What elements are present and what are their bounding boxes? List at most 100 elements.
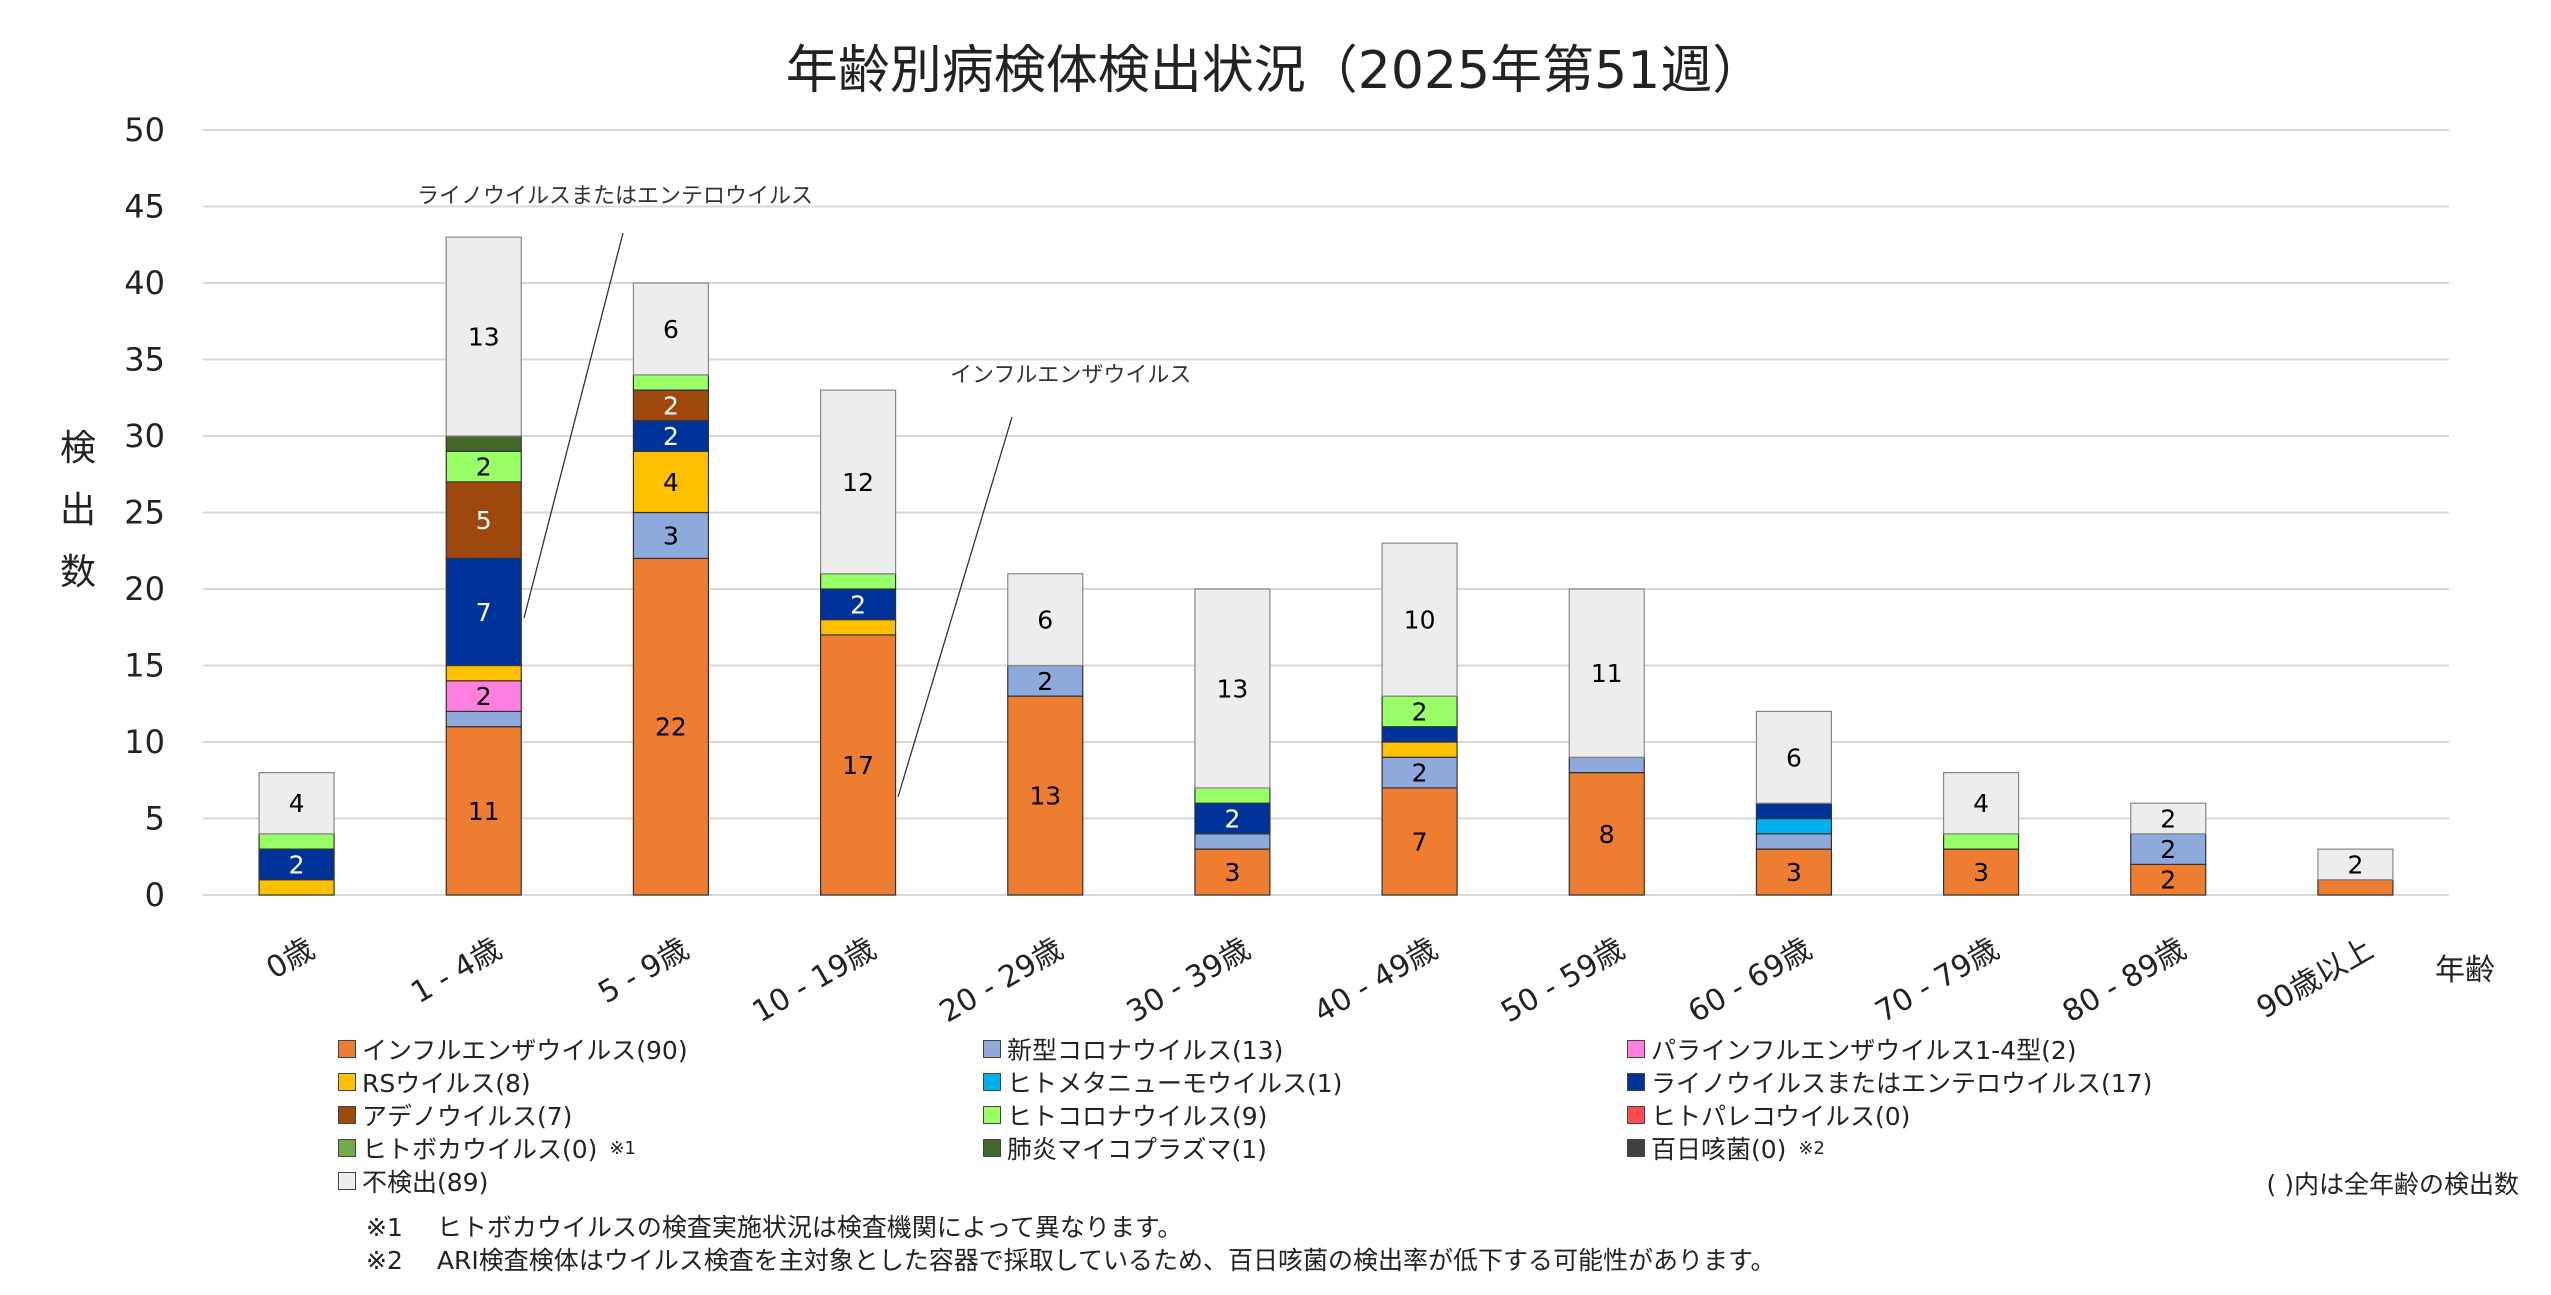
data-label: 2 bbox=[2160, 866, 2176, 895]
data-label: 10 bbox=[1404, 606, 1436, 635]
x-tick-label: 30 - 39歳 bbox=[1121, 932, 1256, 1030]
y-tick-label: 15 bbox=[124, 647, 165, 685]
legend-swatch bbox=[338, 1172, 356, 1190]
y-tick-label: 50 bbox=[124, 111, 165, 149]
bar-segment bbox=[632, 557, 710, 896]
x-tick-label: 70 - 79歳 bbox=[1870, 932, 2005, 1030]
bar-segment bbox=[819, 389, 897, 575]
x-tick-label: 5 - 9歳 bbox=[592, 932, 694, 1011]
bar-segment bbox=[258, 771, 335, 835]
data-label: 11 bbox=[468, 797, 500, 826]
footnote: ※1 ヒトボカウイルスの検査実施状況は検査機関によって異なります。 bbox=[366, 1208, 1182, 1244]
y-tick-label: 20 bbox=[124, 570, 165, 608]
bar-segment bbox=[445, 450, 522, 483]
bar-segment bbox=[445, 435, 522, 452]
footnote: ※2 ARI検査検体はウイルス検査を主対象とした容器で採取しているため、百日咳菌の… bbox=[366, 1241, 1775, 1277]
footnote-text: ARI検査検体はウイルス検査を主対象とした容器で採取しているため、百日咳菌の検出… bbox=[436, 1246, 1776, 1275]
x-tick-label: 50 - 59歳 bbox=[1495, 932, 1630, 1030]
data-label: 13 bbox=[468, 323, 500, 352]
y-axis-label-char: 数 bbox=[60, 552, 96, 593]
bar-segment bbox=[819, 634, 897, 896]
data-label: 12 bbox=[842, 468, 874, 497]
legend-swatch bbox=[338, 1040, 356, 1058]
legend-swatch bbox=[983, 1106, 1001, 1124]
y-axis-label: 検出数 bbox=[60, 428, 96, 593]
x-tick-label: 10 - 19歳 bbox=[747, 932, 882, 1030]
data-label: 5 bbox=[476, 506, 492, 535]
data-label: 2 bbox=[2160, 835, 2176, 864]
legend-item: ヒトメタニューモウイルス(1) bbox=[983, 1064, 1342, 1100]
y-tick-label: 45 bbox=[124, 188, 165, 226]
legend-label: 不検出(89) bbox=[362, 1168, 489, 1197]
data-label: 6 bbox=[1037, 606, 1053, 635]
data-label: 7 bbox=[1412, 827, 1428, 856]
y-axis-label-char: 検 bbox=[60, 428, 96, 469]
y-tick-label: 30 bbox=[124, 417, 165, 455]
bar-segment bbox=[1381, 726, 1458, 743]
bar-segment bbox=[1381, 756, 1458, 789]
bar-segment bbox=[445, 726, 522, 896]
data-label: 2 bbox=[1037, 667, 1053, 696]
data-label: 2 bbox=[850, 590, 866, 619]
data-label: 6 bbox=[663, 315, 679, 344]
y-tick-label: 0 bbox=[145, 876, 165, 914]
bar-segment bbox=[819, 573, 897, 590]
bar-segment bbox=[819, 618, 897, 636]
legend-note: ( )内は全年齢の検出数 bbox=[2266, 1170, 2519, 1199]
bar-segment bbox=[2130, 863, 2207, 896]
bar-segment bbox=[632, 282, 710, 376]
legend-item: ヒトパレコウイルス(0) bbox=[1627, 1097, 1910, 1133]
data-label: 3 bbox=[1786, 858, 1802, 887]
bar-segment bbox=[1568, 771, 1645, 896]
legend-label: ヒトパレコウイルス(0) bbox=[1651, 1102, 1911, 1131]
data-label: 7 bbox=[476, 598, 492, 627]
legend-label: ヒトメタニューモウイルス(1) bbox=[1007, 1069, 1343, 1098]
x-tick-label: 40 - 49歳 bbox=[1308, 932, 1443, 1030]
chart-title: 年齢別病検体検出状況（2025年第51週） bbox=[786, 41, 1765, 101]
bar-segment bbox=[1007, 573, 1084, 667]
annotation-leader-line bbox=[523, 232, 624, 619]
legend-item: 肺炎マイコプラズマ(1) bbox=[983, 1130, 1267, 1166]
legend-swatch bbox=[1627, 1040, 1645, 1058]
data-label: 8 bbox=[1599, 820, 1615, 849]
legend-swatch bbox=[983, 1073, 1001, 1091]
legend-label: ヒトボカウイルス(0) bbox=[362, 1135, 598, 1164]
legend-label: ライノウイルスまたはエンテロウイルス(17) bbox=[1651, 1069, 2153, 1098]
legend-label: ヒトコロナウイルス(9) bbox=[1007, 1102, 1268, 1131]
legend-footnote-mark: ※1 bbox=[609, 1137, 636, 1159]
x-tick-label: 20 - 29歳 bbox=[934, 932, 1069, 1030]
data-label: 22 bbox=[655, 713, 687, 742]
data-label: 2 bbox=[1224, 805, 1240, 834]
legend-footnote-mark: ※2 bbox=[1798, 1137, 1825, 1159]
data-label: 3 bbox=[1224, 858, 1240, 887]
annotation-label: インフルエンザウイルス bbox=[950, 363, 1191, 388]
legend-label: RSウイルス(8) bbox=[362, 1069, 531, 1098]
bar-segment bbox=[258, 879, 335, 896]
bar-segment bbox=[1007, 664, 1084, 697]
legend-swatch bbox=[338, 1106, 356, 1124]
bar-segment bbox=[258, 833, 335, 850]
data-label: 11 bbox=[1591, 659, 1623, 688]
y-tick-label: 10 bbox=[124, 723, 165, 761]
bar-segment bbox=[1381, 542, 1458, 697]
bar-segment bbox=[1381, 787, 1458, 896]
bar-segment bbox=[632, 374, 710, 391]
y-tick-label: 5 bbox=[145, 800, 165, 838]
data-label: 2 bbox=[289, 850, 305, 879]
bar-segment bbox=[1942, 833, 2020, 850]
x-tick-label: 1 - 4歳 bbox=[405, 932, 507, 1011]
legend-swatch bbox=[1627, 1139, 1645, 1157]
annotation-leader-line bbox=[897, 416, 1013, 798]
bar-segment bbox=[2317, 848, 2394, 881]
legend-item: パラインフルエンザウイルス1-4型(2) bbox=[1627, 1031, 2077, 1067]
footnote-mark: ※1 bbox=[366, 1213, 403, 1242]
bar-segment bbox=[1942, 771, 2020, 835]
bar-segment bbox=[445, 557, 522, 667]
bar-segment bbox=[1755, 802, 1833, 820]
y-axis-label-char: 出 bbox=[60, 490, 96, 531]
bar-segment bbox=[445, 710, 522, 728]
bar-segment bbox=[1194, 588, 1271, 789]
data-label: 4 bbox=[663, 468, 679, 497]
legend-swatch bbox=[1627, 1073, 1645, 1091]
